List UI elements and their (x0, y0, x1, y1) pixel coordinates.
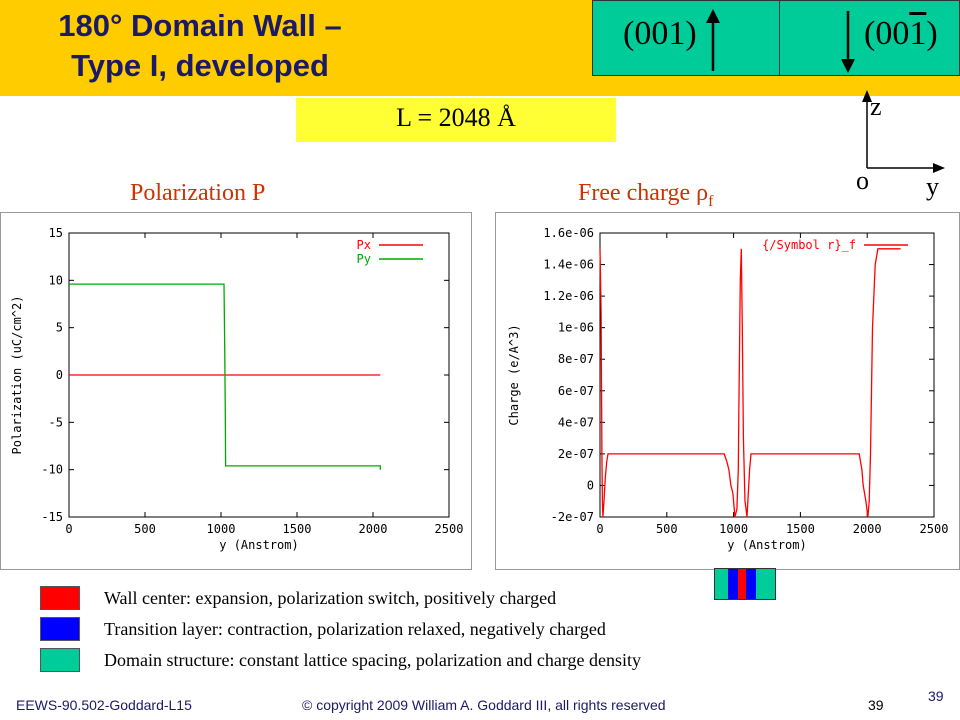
axis-y-label: y (926, 172, 939, 201)
x-tick-label: 1500 (786, 522, 815, 536)
legend-label: Px (357, 238, 371, 252)
x-axis-label: y (Anstrom) (219, 538, 298, 552)
y-axis-label: Charge (e/A^3) (507, 324, 521, 425)
axis-z-label: z (870, 92, 882, 121)
y-tick-label: -10 (41, 463, 63, 477)
y-tick-label: 15 (49, 226, 63, 240)
axes-icon (862, 90, 945, 173)
y-tick-label: 2e-07 (558, 447, 594, 461)
miller-right-digit: 1 (909, 15, 927, 52)
y-tick-label: 1e-06 (558, 321, 594, 335)
legend-text: Wall center: expansion, polarization swi… (104, 588, 557, 608)
footer-copyright: © copyright 2009 William A. Goddard III,… (302, 697, 666, 713)
plot-frame-polarization: 0 500 1000 1500 2000 2500 -15 -10 -5 0 5 10 15 y (Ans… (0, 212, 472, 570)
domain-box-right: (001) (779, 0, 960, 76)
title-line-2: Type I, developed (71, 48, 329, 83)
footer-page-number: 39 (868, 697, 884, 713)
x-tick-label: 2500 (435, 522, 464, 536)
arrow-up-icon (706, 9, 720, 71)
legend-label: Py (357, 252, 371, 266)
plot-title-charge-sub: f (708, 192, 714, 210)
charge-chart: 0 500 1000 1500 2000 2500-2e-0702e-074e-076e-… (507, 226, 949, 552)
y-tick-label: 1.2e-06 (543, 289, 594, 303)
y-tick-label: 4e-07 (558, 415, 594, 429)
miller-right-suffix: ) (926, 15, 938, 52)
slide-title: 180° Domain Wall – Type I, developed (20, 6, 380, 86)
x-tick-label: 2500 (920, 522, 949, 536)
y-tick-label: 0 (56, 368, 63, 382)
y-tick-label: -15 (41, 510, 63, 524)
miller-right-prefix: (00 (864, 15, 910, 52)
arrow-down-icon (841, 11, 855, 73)
x-tick-label: 1000 (207, 522, 236, 536)
legend-label: {/Symbol r}_f (762, 238, 856, 252)
y-tick-label: 8e-07 (558, 352, 594, 366)
x-tick-label: 1500 (283, 522, 312, 536)
plot-frame-charge: 0 500 1000 1500 2000 2500 -2e-07 0 2e-07 4e-07 6e-… (495, 212, 960, 570)
axis-origin-label: o (856, 166, 869, 195)
legend-swatch-red (40, 586, 80, 610)
series-line-1 (69, 283, 381, 470)
domain-box-left: (001) (592, 0, 780, 76)
legend-swatch-blue (40, 617, 80, 641)
y-tick-label: 6e-07 (558, 384, 594, 398)
length-box: L = 2048 Å (296, 98, 616, 142)
y-tick-label: 5 (56, 321, 63, 335)
length-label: L = 2048 Å (396, 103, 516, 132)
wall-structure-icon (714, 568, 776, 600)
y-tick-label: 10 (49, 273, 63, 287)
title-line-1: 180° Domain Wall – (58, 8, 342, 43)
polarization-chart: 0 500 1000 1500 2000 2500 -15 -10 -5 0 5 10 15 y (Ans… (10, 226, 464, 552)
corner-page-number: 39 (928, 688, 944, 704)
y-tick-label: -5 (49, 415, 63, 429)
plot-title-charge-main: Free charge ρ (578, 180, 709, 206)
miller-index-right: (001) (864, 15, 938, 53)
y-axis-label: Polarization (uC/cm^2) (10, 296, 24, 455)
x-axis-label: y (Anstrom) (727, 538, 806, 552)
legend-text: Domain structure: constant lattice spaci… (104, 650, 641, 670)
plot-title-polarization: Polarization P (130, 180, 266, 206)
x-tick-label: 2000 (853, 522, 882, 536)
y-tick-label: 0 (587, 478, 594, 492)
legend-text: Transition layer: contraction, polarizat… (104, 619, 606, 639)
y-tick-label: 1.6e-06 (543, 226, 594, 240)
x-tick-label: 0 (596, 522, 603, 536)
y-tick-label: 1.4e-06 (543, 258, 594, 272)
y-tick-label: -2e-07 (551, 510, 594, 524)
miller-index-left: (001) (623, 15, 697, 52)
legend-swatch-green (40, 648, 80, 672)
plot-area-border (599, 232, 935, 518)
x-tick-label: 0 (65, 522, 72, 536)
series-line-0 (599, 248, 901, 518)
x-tick-label: 500 (656, 522, 678, 536)
x-tick-label: 1000 (719, 522, 748, 536)
footer-course: EEWS-90.502-Goddard-L15 (16, 697, 192, 713)
x-tick-label: 2000 (359, 522, 388, 536)
x-tick-label: 500 (134, 522, 156, 536)
plot-title-charge: Free charge ρf (578, 180, 713, 211)
